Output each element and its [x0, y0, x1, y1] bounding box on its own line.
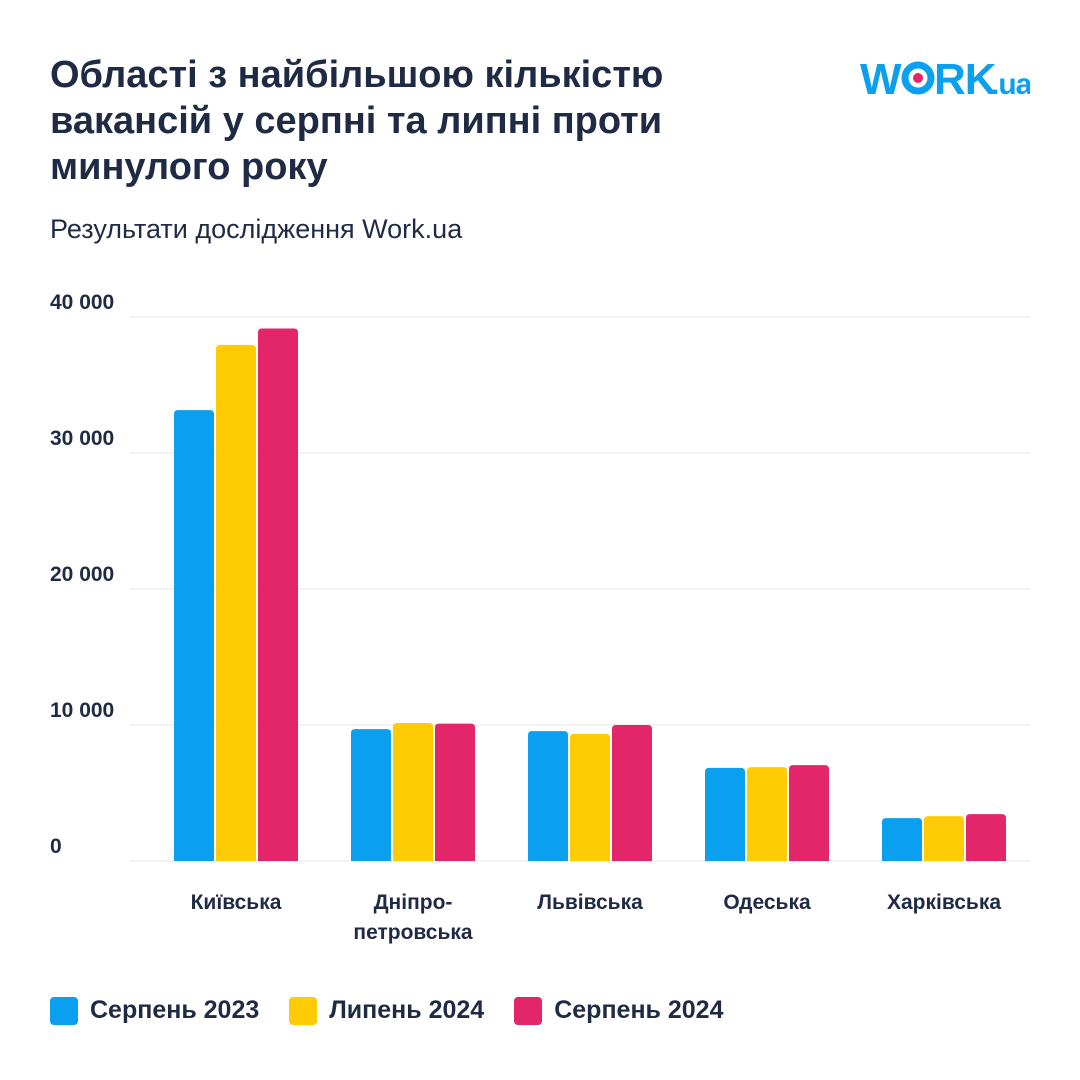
y-tick-label: 30 000	[50, 427, 114, 450]
legend-label: Серпень 2024	[554, 996, 724, 1024]
legend-swatch	[50, 996, 78, 1025]
bar	[924, 816, 964, 861]
bar	[528, 731, 568, 861]
bar	[570, 733, 610, 861]
y-tick-label: 10 000	[50, 699, 114, 722]
x-tick-label: Київська	[191, 891, 282, 914]
svg-text:W: W	[860, 56, 902, 104]
bar	[789, 765, 829, 861]
chart-subtitle: Результати дослідження Work.ua	[50, 214, 463, 244]
bar-chart: 0 10 000 20 000 30 000 40 000 Київська Дніпро-…	[50, 291, 1030, 944]
x-tick-label: Львівська	[537, 891, 643, 914]
legend-item: Серпень 2024	[514, 996, 723, 1025]
bar	[174, 410, 214, 861]
y-tick-label: 0	[50, 835, 62, 858]
svg-text:.ua: .ua	[991, 68, 1030, 101]
bar	[393, 722, 433, 861]
bar	[351, 729, 391, 861]
bar	[612, 725, 652, 861]
bar	[966, 814, 1006, 861]
bar	[216, 344, 256, 861]
legend-swatch	[514, 996, 543, 1025]
x-tick-label: Одеська	[723, 891, 811, 914]
x-tick-label: петровська	[353, 921, 473, 944]
bar	[705, 767, 745, 861]
y-tick-label: 40 000	[50, 291, 114, 314]
work-ua-logo: W RK .ua	[860, 55, 1034, 117]
legend-item: Серпень 2023	[50, 996, 259, 1025]
bar	[435, 723, 475, 861]
logo-mark: W RK .ua	[860, 55, 1034, 104]
x-tick-label: Харківська	[887, 891, 1001, 914]
bar	[747, 767, 787, 861]
legend-swatch	[289, 996, 318, 1025]
svg-text:RK: RK	[934, 56, 997, 104]
bar	[258, 328, 298, 861]
legend-label: Липень 2024	[329, 996, 485, 1024]
bar	[882, 818, 922, 861]
chart-title: Області з найбільшою кількістю вакансій …	[50, 54, 664, 188]
legend-item: Липень 2024	[289, 996, 484, 1025]
x-tick-label: Дніпро-	[374, 891, 453, 914]
legend-label: Серпень 2023	[90, 996, 260, 1024]
y-tick-label: 20 000	[50, 563, 114, 586]
legend: Серпень 2023 Липень 2024 Серпень 2024	[50, 996, 723, 1025]
